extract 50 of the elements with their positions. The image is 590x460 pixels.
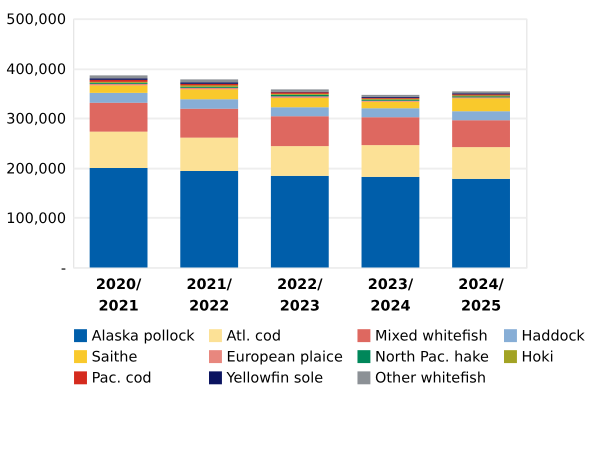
bar — [90, 168, 148, 268]
legend-label: Yellowfin sole — [226, 370, 324, 387]
bar — [180, 138, 238, 171]
y-tick-label: 500,000 — [6, 12, 66, 28]
x-tick-label: 2024/2025 — [458, 277, 505, 314]
x-tick-label: 2021/2022 — [186, 277, 233, 314]
bar — [270, 89, 329, 92]
legend-label: Saithe — [92, 349, 138, 366]
bar — [180, 170, 238, 268]
bar — [452, 98, 510, 112]
bar — [362, 145, 420, 177]
bar — [90, 85, 148, 93]
bar — [270, 176, 329, 268]
bar — [270, 116, 329, 146]
bar — [362, 117, 420, 146]
bar — [90, 92, 148, 103]
y-tick-label: 300,000 — [6, 112, 66, 128]
bar — [270, 146, 329, 176]
legend-label: Alaska pollock — [92, 328, 196, 344]
bar — [180, 89, 238, 100]
bar — [362, 176, 420, 268]
legend-label: North Pac. hake — [375, 349, 489, 366]
bar — [452, 147, 510, 179]
bar — [452, 120, 510, 148]
x-tick-label: 2022/2023 — [277, 277, 324, 314]
x-tick-label: 2023/2024 — [368, 277, 414, 314]
y-tick-label: - — [60, 260, 66, 277]
legend-label: Hoki — [522, 349, 554, 366]
bar — [270, 107, 329, 116]
legend-label: Other whitefish — [375, 370, 486, 387]
bar — [180, 79, 238, 82]
bar — [90, 132, 148, 168]
bar — [270, 98, 329, 108]
x-tick-label: 2020/2021 — [96, 277, 142, 314]
bar — [452, 178, 510, 268]
legend-label: Atl. cod — [226, 328, 282, 344]
bar — [362, 102, 420, 108]
bar — [180, 108, 238, 138]
legend-label: Haddock — [522, 328, 586, 344]
bar — [180, 99, 238, 109]
legend-label: European plaice — [226, 349, 343, 366]
y-tick-label: 400,000 — [6, 62, 66, 78]
bar — [90, 75, 148, 78]
legend-label: Mixed whitefish — [375, 328, 488, 344]
legend-label: Pac. cod — [92, 370, 152, 387]
bar — [90, 102, 148, 132]
y-tick-label: 200,000 — [6, 161, 66, 178]
bar — [452, 111, 510, 120]
y-tick-label: 100,000 — [6, 211, 66, 228]
bar — [362, 108, 420, 118]
